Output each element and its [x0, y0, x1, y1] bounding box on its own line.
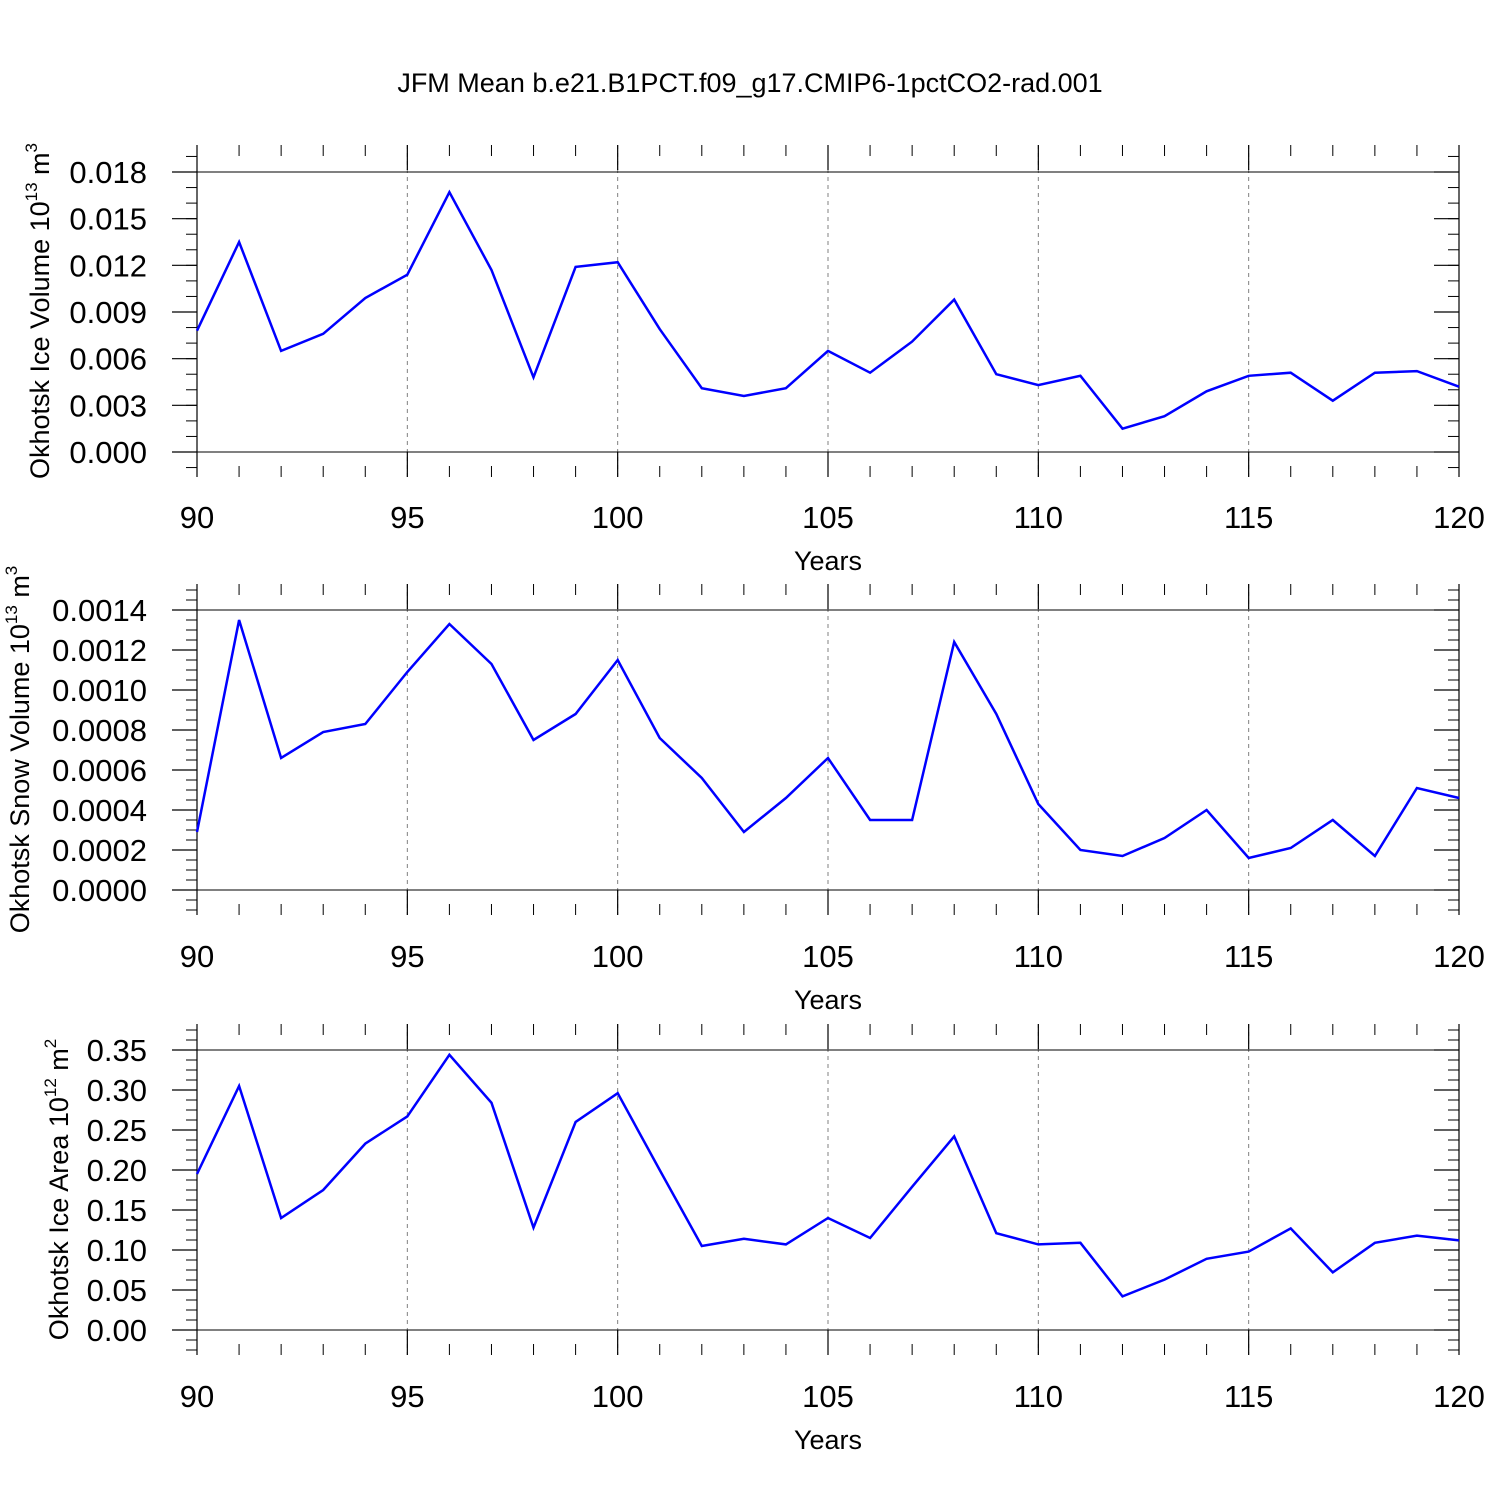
x-tick-label: 115: [1224, 1379, 1273, 1414]
y-tick-label: 0.00: [87, 1313, 147, 1348]
x-tick-label: 120: [1433, 500, 1485, 535]
x-tick-label: 115: [1224, 500, 1273, 535]
figure-title: JFM Mean b.e21.B1PCT.f09_g17.CMIP6-1pctC…: [397, 68, 1103, 98]
series-line: [195, 619, 1460, 860]
series-line: [195, 1052, 1460, 1298]
y-tick-label: 0.05: [87, 1273, 147, 1308]
chart-panel-2: 0.0000 0.0002 0.0004 0.0006 0.0008 0.0010 0.00…: [2, 566, 1485, 1015]
series-line: [195, 189, 1460, 431]
chart-panel-3: 0.00 0.05 0.10 0.15 0.20 0.25 0.30 0.35 90 95 100 1…: [41, 1024, 1485, 1455]
x-tick-label: 115: [1224, 939, 1273, 974]
y-tick-label: 0.30: [87, 1073, 147, 1108]
chart-panel-1: 0.000 0.003 0.006 0.009 0.012 0.015 0.018 90 95 1…: [22, 143, 1485, 576]
x-tick-label: 120: [1433, 1379, 1485, 1414]
y-tick-label: 0.0012: [52, 633, 147, 668]
x-tick-label: 95: [390, 500, 424, 535]
y-tick-label: 0.20: [87, 1153, 147, 1188]
x-tick-label: 100: [592, 1379, 644, 1414]
y-tick-label: 0.10: [87, 1233, 147, 1268]
y-tick-label: 0.0004: [52, 793, 147, 828]
x-tick-label: 90: [180, 500, 214, 535]
x-tick-label: 110: [1014, 500, 1063, 535]
y-tick-label: 0.15: [87, 1193, 147, 1228]
y-tick-label: 0.018: [69, 155, 147, 190]
y-tick-label: 0.015: [69, 202, 147, 237]
y-axis-label: Okhotsk Ice Area 1012 m2: [41, 1039, 74, 1341]
y-axis-label: Okhotsk Snow Volume 1013 m3: [2, 566, 35, 934]
x-tick-label: 100: [592, 939, 644, 974]
y-tick-label: 0.003: [69, 388, 147, 423]
x-tick-label: 90: [180, 1379, 214, 1414]
y-tick-label: 0.006: [69, 342, 147, 377]
y-tick-label: 0.35: [87, 1033, 147, 1068]
x-axis-label: Years: [794, 985, 862, 1015]
y-tick-label: 0.25: [87, 1113, 147, 1148]
y-tick-label: 0.000: [69, 435, 147, 470]
y-tick-label: 0.0008: [52, 713, 147, 748]
x-tick-label: 105: [802, 500, 854, 535]
x-tick-label: 120: [1433, 939, 1485, 974]
x-tick-label: 90: [180, 939, 214, 974]
y-tick-label: 0.012: [69, 248, 147, 283]
y-tick-label: 0.0006: [52, 753, 147, 788]
x-tick-label: 105: [802, 939, 854, 974]
x-tick-label: 105: [802, 1379, 854, 1414]
y-tick-label: 0.0010: [52, 673, 147, 708]
y-axis-label: Okhotsk Ice Volume 1013 m3: [22, 143, 55, 479]
x-axis-label: Years: [794, 546, 862, 576]
y-tick-label: 0.0014: [52, 593, 147, 628]
y-tick-label: 0.0002: [52, 833, 147, 868]
x-tick-label: 100: [592, 500, 644, 535]
x-tick-label: 110: [1014, 1379, 1063, 1414]
y-tick-label: 0.0000: [52, 873, 147, 908]
x-axis-label: Years: [794, 1425, 862, 1455]
x-tick-label: 110: [1014, 939, 1063, 974]
x-tick-label: 95: [390, 939, 424, 974]
y-tick-label: 0.009: [69, 295, 147, 330]
x-tick-label: 95: [390, 1379, 424, 1414]
